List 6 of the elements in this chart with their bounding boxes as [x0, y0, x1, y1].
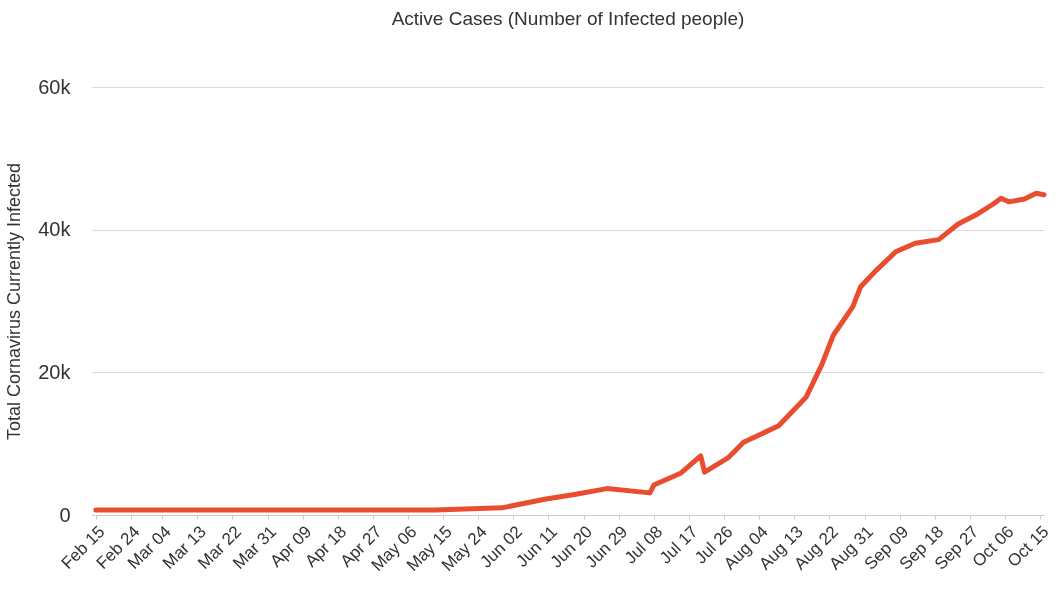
y-tick-label: 20k — [38, 360, 72, 383]
chart-title: Active Cases (Number of Infected people) — [391, 8, 745, 29]
y-tick-label: 40k — [38, 218, 72, 241]
y-tick-label: 60k — [38, 75, 72, 98]
y-axis-title: Total Cornavirus Currently Infected — [4, 162, 25, 441]
y-tick-label: 0 — [59, 503, 71, 526]
